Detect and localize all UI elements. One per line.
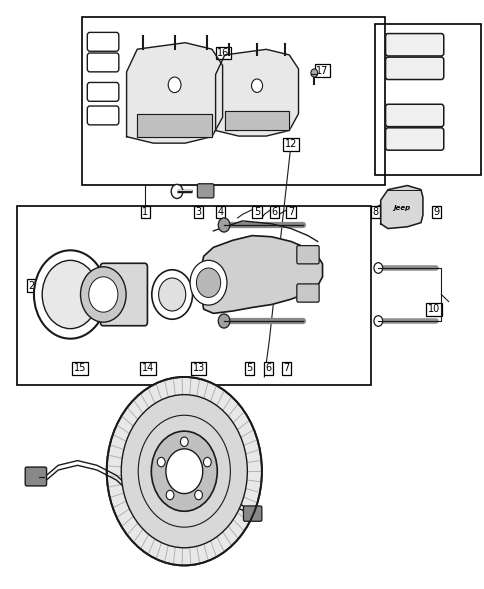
Circle shape	[151, 270, 192, 319]
FancyBboxPatch shape	[296, 284, 318, 302]
Circle shape	[218, 314, 229, 328]
Circle shape	[194, 490, 202, 499]
Circle shape	[196, 268, 220, 297]
Text: 17: 17	[316, 66, 328, 75]
Text: 3: 3	[196, 207, 201, 217]
Circle shape	[166, 449, 202, 494]
Polygon shape	[126, 43, 222, 143]
Circle shape	[310, 69, 317, 77]
Circle shape	[106, 377, 261, 565]
Circle shape	[180, 437, 188, 446]
FancyBboxPatch shape	[385, 104, 443, 127]
Text: 10: 10	[427, 305, 439, 314]
Text: 4: 4	[217, 207, 223, 217]
Text: 7: 7	[283, 363, 288, 373]
Text: 5: 5	[246, 363, 252, 373]
Text: 12: 12	[284, 140, 297, 149]
Circle shape	[168, 77, 181, 92]
Text: 14: 14	[141, 363, 154, 373]
Polygon shape	[224, 111, 288, 131]
Text: Jeep: Jeep	[392, 205, 409, 211]
Circle shape	[171, 184, 182, 198]
Text: 5: 5	[254, 207, 259, 217]
FancyBboxPatch shape	[385, 128, 443, 150]
FancyBboxPatch shape	[87, 106, 119, 125]
Text: 6: 6	[265, 363, 271, 373]
Circle shape	[34, 250, 106, 339]
Circle shape	[158, 278, 185, 311]
Circle shape	[203, 458, 211, 467]
Text: 15: 15	[74, 363, 86, 373]
Text: 1: 1	[142, 207, 148, 217]
Circle shape	[251, 79, 262, 92]
Circle shape	[80, 267, 126, 322]
FancyBboxPatch shape	[197, 184, 213, 198]
FancyBboxPatch shape	[87, 32, 119, 51]
Polygon shape	[215, 49, 298, 136]
Text: 16: 16	[216, 48, 229, 58]
Circle shape	[218, 218, 229, 232]
Bar	[82, 17, 384, 185]
Text: 9: 9	[433, 207, 439, 217]
Text: 13: 13	[192, 363, 205, 373]
Text: 7: 7	[287, 207, 293, 217]
FancyBboxPatch shape	[385, 57, 443, 80]
FancyBboxPatch shape	[296, 246, 318, 264]
FancyBboxPatch shape	[100, 263, 147, 326]
Circle shape	[373, 263, 382, 273]
Polygon shape	[380, 186, 422, 229]
Polygon shape	[201, 236, 322, 313]
Circle shape	[89, 277, 118, 312]
Text: 6: 6	[271, 207, 276, 217]
Circle shape	[151, 431, 217, 511]
Bar	[375, 24, 480, 175]
FancyBboxPatch shape	[243, 506, 261, 521]
Circle shape	[121, 395, 247, 548]
Circle shape	[166, 490, 174, 499]
Text: 8: 8	[372, 207, 378, 217]
FancyBboxPatch shape	[25, 467, 46, 486]
FancyBboxPatch shape	[87, 53, 119, 72]
Circle shape	[373, 316, 382, 326]
Bar	[17, 206, 370, 385]
FancyBboxPatch shape	[385, 34, 443, 56]
Circle shape	[42, 260, 98, 329]
Circle shape	[190, 260, 227, 305]
Polygon shape	[137, 114, 212, 137]
Circle shape	[157, 458, 165, 467]
FancyBboxPatch shape	[87, 82, 119, 101]
Text: 2: 2	[29, 281, 34, 290]
